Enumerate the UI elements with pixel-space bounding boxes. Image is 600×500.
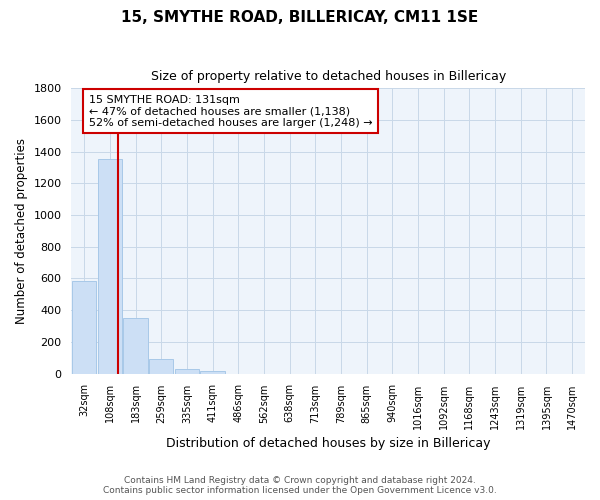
Y-axis label: Number of detached properties: Number of detached properties	[15, 138, 28, 324]
Text: 15 SMYTHE ROAD: 131sqm
← 47% of detached houses are smaller (1,138)
52% of semi-: 15 SMYTHE ROAD: 131sqm ← 47% of detached…	[89, 94, 373, 128]
Text: Contains HM Land Registry data © Crown copyright and database right 2024.
Contai: Contains HM Land Registry data © Crown c…	[103, 476, 497, 495]
X-axis label: Distribution of detached houses by size in Billericay: Distribution of detached houses by size …	[166, 437, 490, 450]
Text: 15, SMYTHE ROAD, BILLERICAY, CM11 1SE: 15, SMYTHE ROAD, BILLERICAY, CM11 1SE	[121, 10, 479, 25]
Bar	[72, 281, 97, 374]
Bar	[200, 371, 225, 374]
Bar	[98, 159, 122, 374]
Bar	[124, 318, 148, 374]
Bar	[149, 360, 173, 374]
Bar	[175, 369, 199, 374]
Title: Size of property relative to detached houses in Billericay: Size of property relative to detached ho…	[151, 70, 506, 83]
